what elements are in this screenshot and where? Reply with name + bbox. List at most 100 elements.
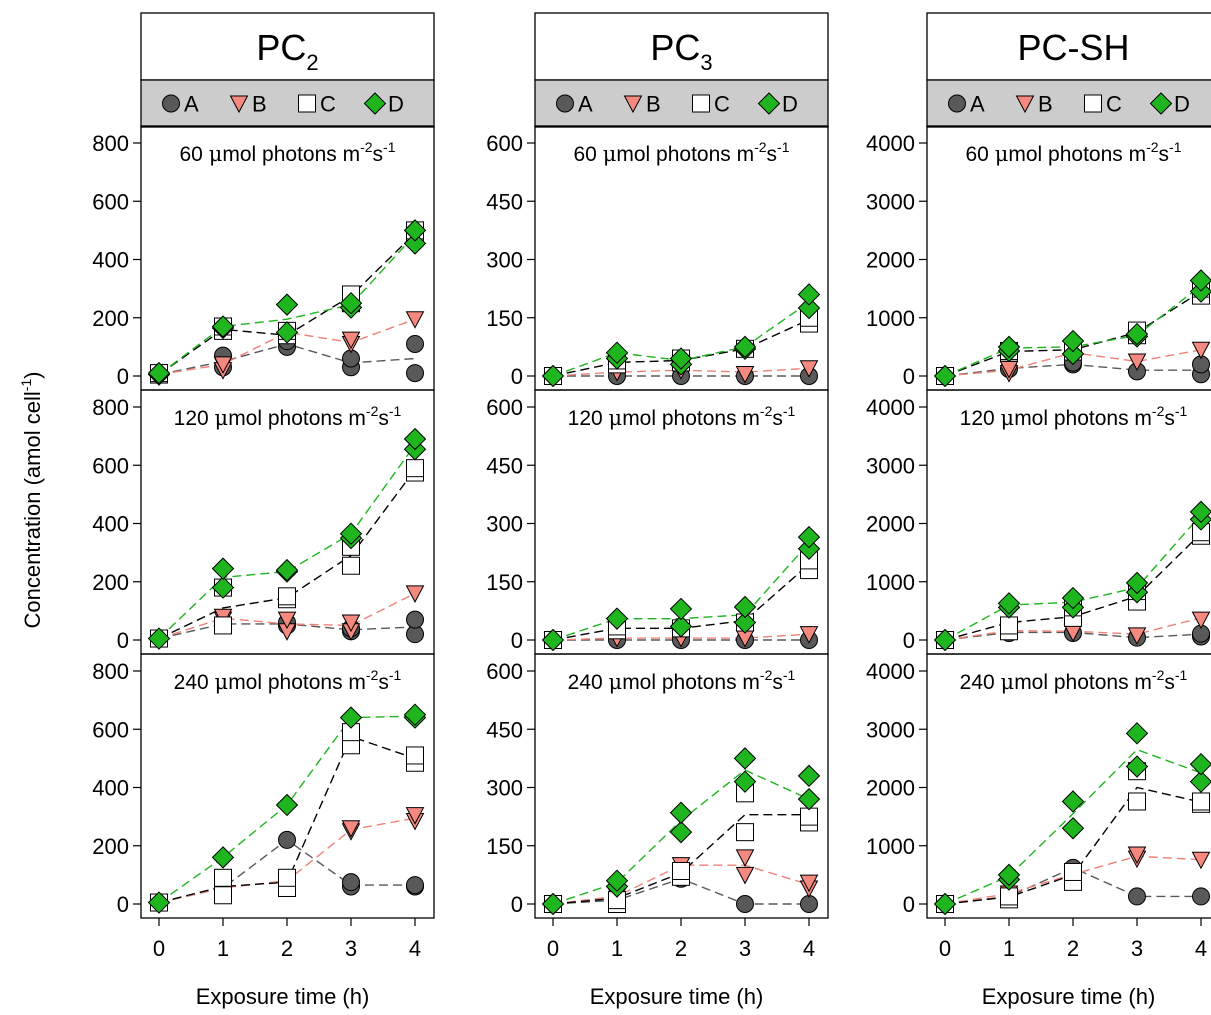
data-point-d: [1061, 790, 1085, 813]
x-tick-label: 2: [675, 936, 687, 961]
y-tick-label: 300: [486, 512, 523, 537]
subplot-label-unit: mol photons m: [222, 143, 360, 166]
x-axis-label: Exposure time (h): [982, 984, 1156, 1009]
x-tick-label: 3: [1131, 936, 1143, 961]
data-point-c: [278, 587, 296, 606]
data-point-c: [736, 823, 754, 842]
data-point-d: [1189, 269, 1211, 292]
data-point-d: [1061, 342, 1085, 366]
subplot-label: 60 μmol photons m-2s-1: [574, 139, 790, 166]
legend-label-a: A: [184, 92, 199, 117]
y-axis-label: Concentration (amol cell-1): [18, 371, 45, 628]
x-tick-label: 4: [409, 936, 421, 961]
data-point-d: [403, 219, 427, 242]
subplot-label-mu: μ: [215, 406, 229, 430]
data-point-d: [997, 592, 1021, 615]
data-point-d: [797, 283, 821, 306]
subplot-label: 60 μmol photons m-2s-1: [180, 139, 396, 166]
data-point-b: [277, 611, 297, 630]
subplot-label-mu: μ: [209, 142, 223, 166]
data-point-d: [339, 291, 363, 315]
panel-title-box: [926, 12, 1211, 81]
x-tick-label: 1: [611, 936, 623, 961]
data-point-d: [403, 703, 427, 726]
x-tick-label: 2: [1067, 936, 1079, 961]
y-tick-label: 2000: [866, 248, 915, 273]
data-point-a: [406, 364, 424, 383]
subplot-label-sup1: -2: [760, 403, 773, 419]
data-point-c: [342, 556, 360, 575]
y-tick-label: 600: [486, 659, 523, 684]
subplot-label-sup2: -1: [389, 667, 402, 683]
data-point-c: [1128, 792, 1146, 811]
data-point-c: [278, 868, 296, 887]
subplot-label-value: 120: [960, 407, 1001, 430]
data-point-d: [275, 321, 299, 344]
legend-marker-a: [556, 94, 574, 113]
data-point-c: [1064, 862, 1082, 881]
y-tick-label: 1000: [866, 834, 915, 859]
panel-title: PC3: [650, 27, 712, 75]
subplot-label-value: 120: [174, 407, 215, 430]
data-point-b: [405, 585, 425, 603]
legend-label-b: B: [1038, 92, 1053, 117]
data-point-a: [1192, 887, 1210, 906]
y-tick-label: 600: [92, 717, 129, 742]
y-tick-label: 400: [92, 248, 129, 273]
subplot-label: 240 μmol photons m-2s-1: [960, 667, 1188, 694]
subplot-label-sup1: -2: [360, 139, 373, 155]
y-tick-label: 800: [92, 131, 129, 156]
y-axis-label-sup: -1: [18, 379, 34, 392]
data-point-d: [147, 627, 171, 650]
data-point-c: [800, 807, 818, 826]
legend-marker-a: [162, 94, 180, 113]
x-tick-label: 1: [217, 936, 229, 961]
data-point-b: [1191, 611, 1211, 630]
data-point-d: [1189, 770, 1211, 793]
y-tick-label: 600: [92, 189, 129, 214]
legend-marker-c: [1084, 94, 1102, 113]
x-tick-label: 4: [1195, 936, 1207, 961]
legend-marker-b: [623, 95, 643, 114]
subplot-label-sup1: -2: [754, 139, 767, 155]
y-tick-label: 3000: [866, 717, 915, 742]
subplot-2-2: 0 150 300 450 600 120 μmol photons m-2s-1: [486, 389, 829, 655]
subplot-label-sup2: -1: [1175, 667, 1188, 683]
legend-label-d: D: [1174, 92, 1190, 117]
data-point-b: [405, 311, 425, 329]
subplot-label-value: 60: [180, 143, 209, 166]
subplot-label-s: s: [378, 671, 389, 694]
subplot-label-sup1: -2: [366, 403, 379, 419]
data-point-d: [403, 427, 427, 451]
y-tick-label: 3000: [866, 189, 915, 214]
data-point-c: [214, 868, 232, 887]
y-tick-label: 0: [511, 892, 523, 917]
legend-marker-a: [948, 94, 966, 113]
data-point-c: [1000, 616, 1018, 635]
legend-label-d: D: [388, 92, 404, 117]
data-point-d: [339, 706, 363, 729]
data-point-b: [341, 614, 361, 633]
x-axis-label: Exposure time (h): [590, 984, 764, 1009]
subplot-label-sup1: -2: [1146, 139, 1159, 155]
data-point-d: [797, 296, 821, 320]
data-point-b: [405, 807, 425, 825]
subplot-label-sup1: -2: [760, 667, 773, 683]
y-tick-label: 200: [92, 834, 129, 859]
y-tick-label: 600: [92, 453, 129, 478]
data-point-d: [797, 525, 821, 549]
data-point-d: [797, 764, 821, 788]
data-point-b: [799, 626, 819, 644]
subplot-label-mu: μ: [215, 670, 229, 694]
legend-label-c: C: [1106, 92, 1122, 117]
y-tick-label: 1000: [866, 570, 915, 595]
data-point-d: [147, 361, 171, 385]
y-tick-label: 4000: [866, 659, 915, 684]
x-tick-label: 3: [739, 936, 751, 961]
subplot-label-s: s: [1164, 671, 1175, 694]
series-line-b: [552, 864, 810, 905]
